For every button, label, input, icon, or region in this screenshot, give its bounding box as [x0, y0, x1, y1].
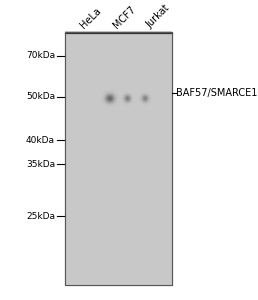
Text: 25kDa: 25kDa [26, 212, 55, 221]
Text: HeLa: HeLa [78, 5, 103, 30]
Text: 35kDa: 35kDa [26, 160, 55, 169]
Text: Jurkat: Jurkat [144, 3, 172, 30]
Text: 50kDa: 50kDa [26, 92, 55, 101]
Text: 70kDa: 70kDa [26, 52, 55, 61]
Text: 40kDa: 40kDa [26, 136, 55, 145]
Text: BAF57/SMARCE1: BAF57/SMARCE1 [176, 88, 257, 98]
Bar [65, 32, 172, 285]
Bar [65, 32, 172, 285]
Text: MCF7: MCF7 [111, 4, 138, 30]
